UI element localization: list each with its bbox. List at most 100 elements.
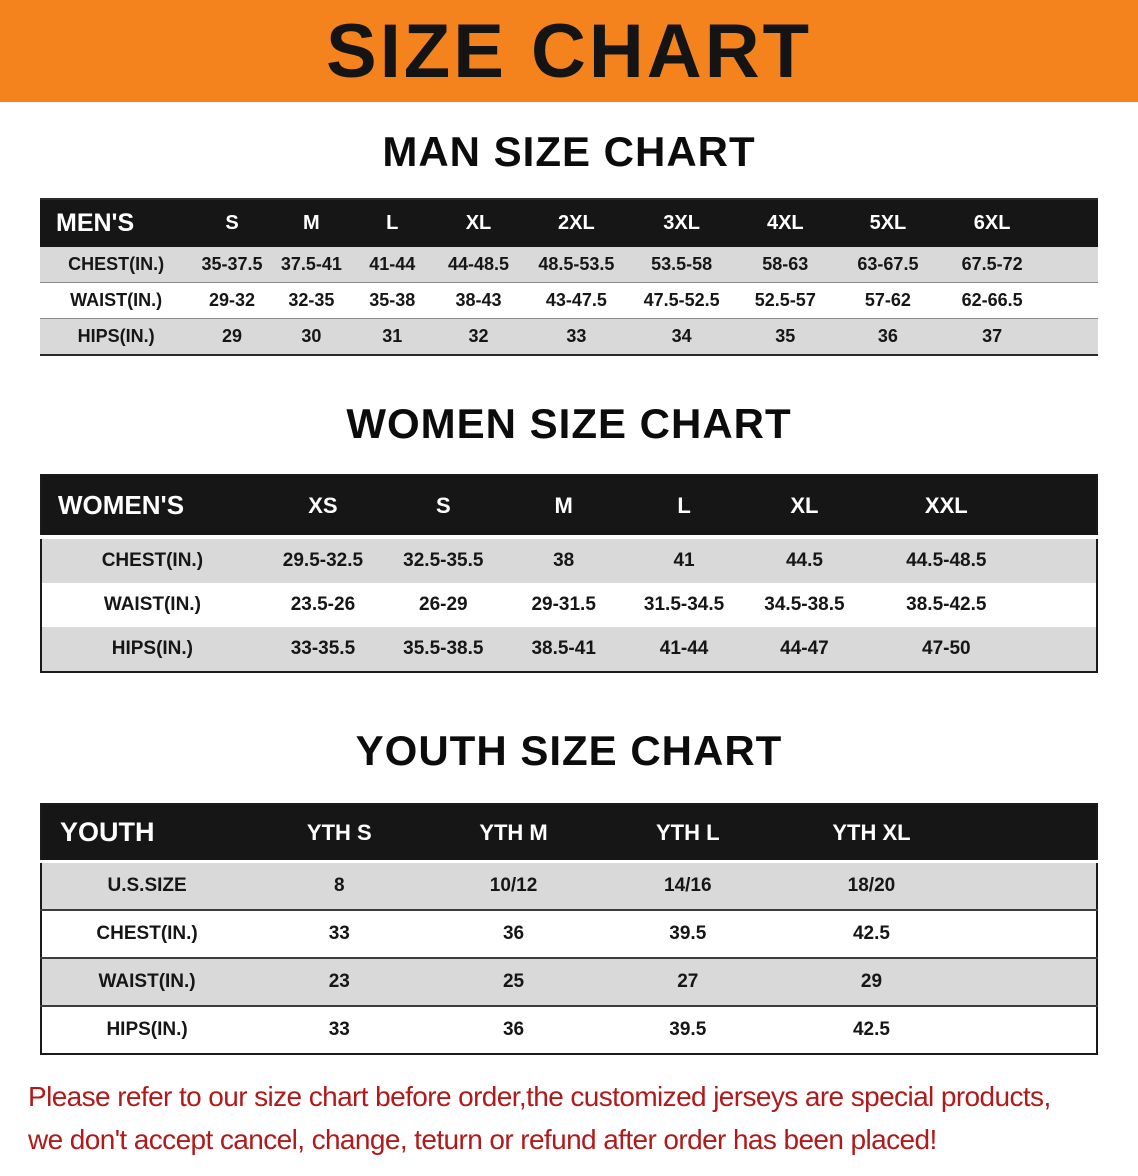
women-section-heading: WOMEN SIZE CHART xyxy=(346,400,792,447)
value-cell: 44.5-48.5 xyxy=(864,537,1097,583)
youth-size-section: YOUTH SIZE CHART YOUTH YTH S YTH M YTH L YTH… xyxy=(0,727,1138,1055)
row-label-cell: CHEST(IN.) xyxy=(40,247,193,283)
size-header-cell: L xyxy=(623,475,745,539)
table-row: WAIST(IN.) 29-32 32-35 35-38 38-43 43-47.5 47.… xyxy=(40,282,1098,319)
table-row: U.S.SIZE 8 10/12 14/16 18/20 xyxy=(41,861,1097,911)
value-cell: 53.5-58 xyxy=(629,247,734,283)
youth-section-heading: YOUTH SIZE CHART xyxy=(355,727,783,774)
value-cell: 34 xyxy=(629,318,734,355)
value-cell: 8 xyxy=(252,861,427,911)
men-size-table: MEN'S S M L XL 2XL 3XL 4XL 5XL 6XL CHEST(IN.) 35-37… xyxy=(40,198,1098,356)
row-label-cell: WAIST(IN.) xyxy=(41,583,263,627)
value-cell: 35-38 xyxy=(351,282,434,319)
value-cell: 57-62 xyxy=(836,282,940,319)
table-row: HIPS(IN.) 33-35.5 35.5-38.5 38.5-41 41-44 44-… xyxy=(41,627,1097,672)
size-header-cell: S xyxy=(383,475,504,539)
value-cell: 29 xyxy=(774,958,1097,1007)
value-cell: 32-35 xyxy=(271,282,352,319)
table-title-cell: YOUTH xyxy=(41,804,253,863)
value-cell: 36 xyxy=(426,910,601,959)
women-size-section: WOMEN SIZE CHART WOMEN'S XS S M L XL XXL CHEST(… xyxy=(0,400,1138,673)
value-cell: 25 xyxy=(426,958,601,1007)
disclaimer: Please refer to our size chart before or… xyxy=(28,1081,1110,1156)
value-cell: 38.5-41 xyxy=(503,627,624,672)
row-label-cell: WAIST(IN.) xyxy=(40,282,193,319)
table-row: HIPS(IN.) 29 30 31 32 33 34 35 36 37 xyxy=(40,318,1098,355)
table-row: CHEST(IN.) 35-37.5 37.5-41 41-44 44-48.5 48.5… xyxy=(40,247,1098,283)
value-cell: 23 xyxy=(252,958,427,1007)
value-cell: 29.5-32.5 xyxy=(262,537,384,583)
value-cell: 39.5 xyxy=(600,1006,775,1054)
value-cell: 43-47.5 xyxy=(523,282,630,319)
value-cell: 36 xyxy=(426,1006,601,1054)
size-header-cell: YTH M xyxy=(426,804,601,863)
value-cell: 58-63 xyxy=(734,247,837,283)
size-header-cell: XL xyxy=(433,199,524,247)
size-header-cell: XL xyxy=(744,475,865,539)
table-title-cell: MEN'S xyxy=(40,199,193,247)
value-cell: 23.5-26 xyxy=(262,583,384,627)
table-row: CHEST(IN.) 29.5-32.5 32.5-35.5 38 41 44.5 44.5… xyxy=(41,537,1097,583)
table-head: YOUTH YTH S YTH M YTH L YTH XL xyxy=(41,804,1097,863)
disclaimer-line: Please refer to our size chart before or… xyxy=(28,1081,1051,1112)
value-cell: 31 xyxy=(351,318,434,355)
page-title: SIZE CHART xyxy=(326,8,812,94)
table-row: CHEST(IN.) 33 36 39.5 42.5 xyxy=(41,910,1097,959)
size-header-cell: 2XL xyxy=(523,199,630,247)
value-cell: 38-43 xyxy=(433,282,524,319)
value-cell: 47.5-52.5 xyxy=(629,282,734,319)
size-header-cell: M xyxy=(271,199,352,247)
value-cell: 62-66.5 xyxy=(939,282,1098,319)
size-header-cell: 5XL xyxy=(836,199,940,247)
value-cell: 41 xyxy=(623,537,745,583)
table-body: CHEST(IN.) 29.5-32.5 32.5-35.5 38 41 44.5 44.5… xyxy=(41,537,1097,672)
men-section-heading: MAN SIZE CHART xyxy=(382,128,756,175)
table-row: HIPS(IN.) 33 36 39.5 42.5 xyxy=(41,1006,1097,1054)
value-cell: 37.5-41 xyxy=(271,247,352,283)
value-cell: 37 xyxy=(939,318,1098,355)
size-header-cell: S xyxy=(192,199,272,247)
row-label-cell: HIPS(IN.) xyxy=(41,1006,253,1054)
table-head: MEN'S S M L XL 2XL 3XL 4XL 5XL 6XL xyxy=(40,199,1098,247)
row-label-cell: CHEST(IN.) xyxy=(41,537,263,583)
size-header-cell: YTH XL xyxy=(774,804,1097,863)
row-label-cell: HIPS(IN.) xyxy=(40,318,193,355)
table-header-row: WOMEN'S XS S M L XL XXL xyxy=(41,475,1097,539)
value-cell: 44-47 xyxy=(744,627,865,672)
size-header-cell: 3XL xyxy=(629,199,734,247)
table-row: WAIST(IN.) 23.5-26 26-29 29-31.5 31.5-34.5 34… xyxy=(41,583,1097,627)
value-cell: 33 xyxy=(523,318,630,355)
men-size-section: MAN SIZE CHART MEN'S S M L XL 2XL 3XL 4XL 5XL 6XL… xyxy=(0,128,1138,356)
value-cell: 52.5-57 xyxy=(734,282,837,319)
value-cell: 14/16 xyxy=(600,861,775,911)
size-header-cell: L xyxy=(351,199,434,247)
value-cell: 48.5-53.5 xyxy=(523,247,630,283)
value-cell: 63-67.5 xyxy=(836,247,940,283)
value-cell: 67.5-72 xyxy=(939,247,1098,283)
value-cell: 30 xyxy=(271,318,352,355)
value-cell: 33 xyxy=(252,1006,427,1054)
value-cell: 27 xyxy=(600,958,775,1007)
value-cell: 32 xyxy=(433,318,524,355)
value-cell: 36 xyxy=(836,318,940,355)
value-cell: 31.5-34.5 xyxy=(623,583,745,627)
value-cell: 38.5-42.5 xyxy=(864,583,1097,627)
table-body: CHEST(IN.) 35-37.5 37.5-41 41-44 44-48.5 48.5… xyxy=(40,247,1098,355)
value-cell: 18/20 xyxy=(774,861,1097,911)
size-header-cell: YTH L xyxy=(600,804,775,863)
value-cell: 38 xyxy=(503,537,624,583)
value-cell: 33-35.5 xyxy=(262,627,384,672)
table-header-row: YOUTH YTH S YTH M YTH L YTH XL xyxy=(41,804,1097,863)
value-cell: 10/12 xyxy=(426,861,601,911)
value-cell: 41-44 xyxy=(623,627,745,672)
value-cell: 35-37.5 xyxy=(192,247,272,283)
size-header-cell: M xyxy=(503,475,624,539)
value-cell: 42.5 xyxy=(774,910,1097,959)
value-cell: 34.5-38.5 xyxy=(744,583,865,627)
value-cell: 35.5-38.5 xyxy=(383,627,504,672)
row-label-cell: U.S.SIZE xyxy=(41,861,253,911)
women-size-table: WOMEN'S XS S M L XL XXL CHEST(IN.) 29.5-32.5 32.5… xyxy=(40,474,1098,673)
banner: SIZE CHART xyxy=(0,0,1138,102)
table-row: WAIST(IN.) 23 25 27 29 xyxy=(41,958,1097,1007)
